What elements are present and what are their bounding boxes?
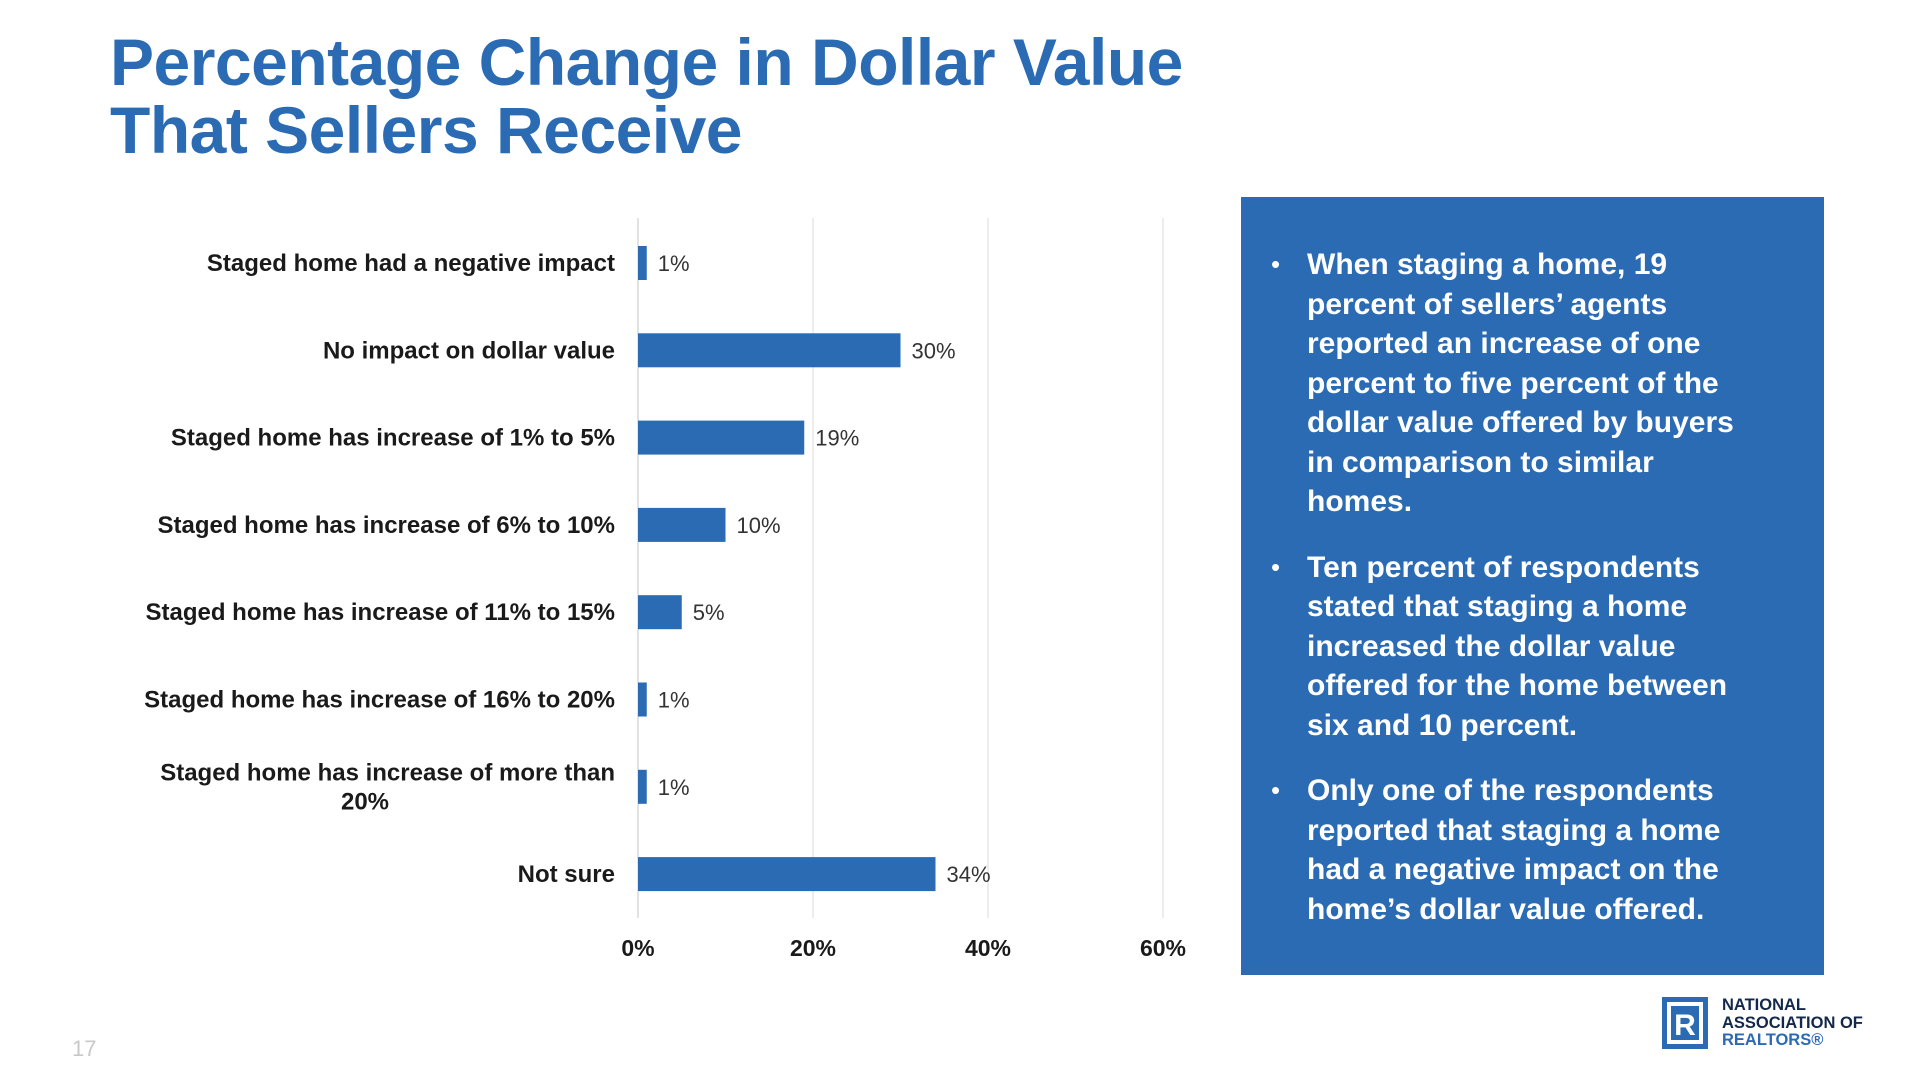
category-label: Staged home had a negative impact <box>207 250 615 277</box>
page-number: 17 <box>72 1036 97 1061</box>
bar <box>638 595 682 630</box>
bar <box>638 769 647 804</box>
bar-chart: 0% 20% 40% 60% 1% Staged home had a negative … <box>144 218 1186 961</box>
logo-line-2: ASSOCIATION OF <box>1722 1013 1863 1032</box>
finding-text-line: six and 10 percent. <box>1307 708 1578 742</box>
value-label: 1% <box>658 775 690 800</box>
page-title: Percentage Change in Dollar Value That S… <box>110 28 1183 164</box>
category-label: Not sure <box>518 861 615 888</box>
bar <box>638 682 647 717</box>
value-label: 30% <box>912 338 956 363</box>
title-line-1: Percentage Change in Dollar Value <box>110 25 1183 99</box>
bullet-dot-icon: • <box>1271 551 1281 582</box>
finding-text-line: homes. <box>1307 485 1413 518</box>
x-tick-label: 40% <box>965 935 1011 961</box>
category-label: Staged home has increase of more than <box>160 759 615 786</box>
bullet-dot-icon: • <box>1271 249 1281 279</box>
logo-text: NATIONAL ASSOCIATION OF REALTORS® <box>1722 996 1863 1050</box>
value-label: 1% <box>658 251 690 276</box>
category-label: Staged home has increase of 1% to 5% <box>171 425 615 452</box>
bar <box>638 857 936 892</box>
bar <box>638 333 901 368</box>
bar <box>638 246 647 280</box>
logo-line-1: NATIONAL <box>1722 996 1807 1014</box>
key-findings-list: • When staging a home, 19 percent of selle… <box>1271 245 1784 929</box>
finding-text-line: Ten percent of respondents <box>1307 550 1700 584</box>
logo-line-3: REALTORS® <box>1722 1031 1824 1049</box>
value-label: 1% <box>658 688 690 713</box>
value-label: 34% <box>947 862 991 887</box>
finding-text-line: percent of sellers’ agents <box>1307 287 1668 321</box>
finding-text-line: in comparison to similar <box>1307 445 1654 479</box>
finding-text-line: reported an increase of one <box>1307 327 1701 360</box>
x-tick-label: 60% <box>1140 935 1186 961</box>
finding-text-line: When staging a home, 19 <box>1307 248 1668 281</box>
finding-text-line: percent to five percent of the <box>1307 366 1719 400</box>
logo-mark-letter: R <box>1674 1009 1696 1042</box>
finding-text-line: increased the dollar value <box>1307 629 1676 663</box>
realtor-r-icon: R <box>1662 997 1708 1049</box>
finding-text-line: stated that staging a home <box>1307 590 1688 623</box>
finding-text-line: offered for the home between <box>1307 669 1728 702</box>
finding-text-line: had a negative impact on the <box>1307 853 1719 886</box>
finding-text-line: reported that staging a home <box>1307 813 1721 847</box>
x-tick-label: 0% <box>621 935 654 961</box>
x-tick-label: 20% <box>790 935 836 961</box>
finding-text-line: dollar value offered by buyers <box>1307 406 1734 439</box>
finding-text-line: Only one of the respondents <box>1307 774 1714 807</box>
category-label: Staged home has increase of 16% to 20% <box>144 687 615 714</box>
category-label: Staged home has increase of 11% to 15% <box>145 599 615 626</box>
category-label: Staged home has increase of 6% to 10% <box>158 512 616 539</box>
nar-logo: R NATIONAL ASSOCIATION OF REALTORS® <box>1662 996 1877 1052</box>
finding-text-line: home’s dollar value offered. <box>1307 892 1705 926</box>
bullet-dot-icon: • <box>1271 775 1281 805</box>
category-label: 20% <box>341 788 389 815</box>
bar <box>638 420 805 455</box>
category-label: No impact on dollar value <box>323 337 615 364</box>
title-line-2: That Sellers Receive <box>110 93 743 167</box>
finding-bullet: • Only one of the respondents reported tha… <box>1271 771 1784 929</box>
value-label: 19% <box>815 426 859 451</box>
finding-bullet: • When staging a home, 19 percent of selle… <box>1271 245 1784 522</box>
key-findings-panel: • When staging a home, 19 percent of selle… <box>1241 197 1824 975</box>
value-label: 10% <box>737 513 781 538</box>
bar <box>638 507 726 542</box>
finding-bullet: • Ten percent of respondents stated that s… <box>1271 548 1784 746</box>
value-label: 5% <box>693 600 725 625</box>
